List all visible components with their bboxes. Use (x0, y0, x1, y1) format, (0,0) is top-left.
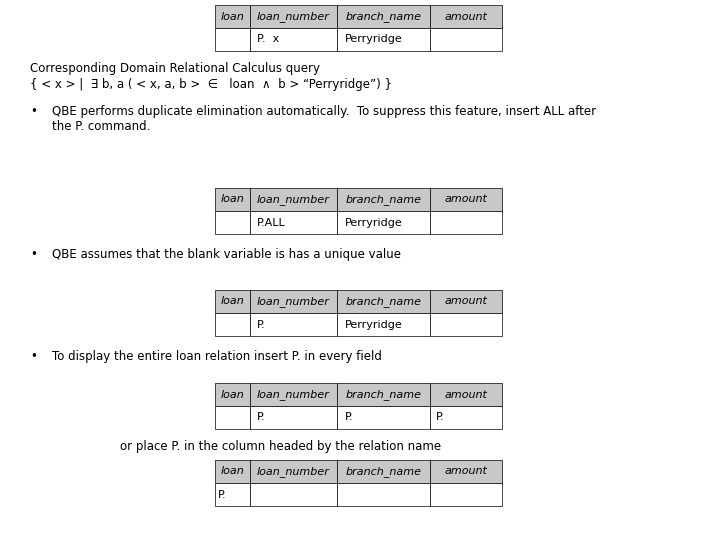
Text: P.: P. (436, 413, 444, 422)
Text: amount: amount (444, 389, 487, 400)
Text: loan: loan (220, 467, 244, 476)
Text: Perryridge: Perryridge (344, 35, 402, 44)
Bar (430, 28, 502, 51)
Bar (430, 211, 502, 234)
Text: amount: amount (444, 296, 487, 307)
Bar (337, 483, 430, 506)
Bar (250, 188, 337, 211)
Text: Perryridge: Perryridge (344, 218, 402, 227)
Bar (250, 211, 337, 234)
Text: branch_name: branch_name (346, 296, 421, 307)
Text: branch_name: branch_name (346, 194, 421, 205)
Text: Corresponding Domain Relational Calculus query: Corresponding Domain Relational Calculus… (30, 62, 320, 75)
Bar (250, 406, 337, 429)
Text: •: • (30, 105, 37, 118)
Text: branch_name: branch_name (346, 466, 421, 477)
Bar (215, 460, 250, 483)
Bar (250, 290, 337, 313)
Bar (215, 188, 250, 211)
Bar (430, 5, 502, 28)
Text: branch_name: branch_name (346, 389, 421, 400)
Bar (215, 313, 250, 336)
Bar (337, 28, 430, 51)
Text: •: • (30, 350, 37, 363)
Bar (337, 460, 430, 483)
Bar (215, 290, 250, 313)
Text: or place P. in the column headed by the relation name: or place P. in the column headed by the … (120, 440, 441, 453)
Bar (337, 313, 430, 336)
Text: loan: loan (220, 194, 244, 205)
Bar (250, 460, 337, 483)
Bar (430, 406, 502, 429)
Bar (430, 188, 502, 211)
Bar (215, 28, 250, 51)
Bar (250, 5, 337, 28)
Bar (337, 406, 430, 429)
Text: P.: P. (344, 413, 353, 422)
Text: { < x > |  ∃ b, a ( < x, a, b >  ∈   loan  ∧  b > “Perryridge”) }: { < x > | ∃ b, a ( < x, a, b > ∈ loan ∧ … (30, 78, 392, 91)
Text: P.ALL: P.ALL (257, 218, 286, 227)
Bar (215, 483, 250, 506)
Bar (250, 483, 337, 506)
Text: To display the entire loan relation insert P. in every field: To display the entire loan relation inse… (52, 350, 382, 363)
Bar (337, 188, 430, 211)
Text: amount: amount (444, 11, 487, 22)
Bar (337, 290, 430, 313)
Bar (215, 406, 250, 429)
Text: loan: loan (220, 11, 244, 22)
Text: amount: amount (444, 194, 487, 205)
Text: loan_number: loan_number (257, 466, 330, 477)
Bar (430, 483, 502, 506)
Bar (430, 290, 502, 313)
Text: branch_name: branch_name (346, 11, 421, 22)
Text: QBE performs duplicate elimination automatically.  To suppress this feature, ins: QBE performs duplicate elimination autom… (52, 105, 596, 118)
Text: P.: P. (257, 413, 266, 422)
Text: loan_number: loan_number (257, 194, 330, 205)
Text: P.: P. (257, 320, 266, 329)
Text: P.  x: P. x (257, 35, 279, 44)
Bar (215, 383, 250, 406)
Text: loan_number: loan_number (257, 389, 330, 400)
Bar (250, 313, 337, 336)
Text: Perryridge: Perryridge (344, 320, 402, 329)
Bar (337, 383, 430, 406)
Bar (430, 383, 502, 406)
Text: •: • (30, 248, 37, 261)
Text: loan_number: loan_number (257, 296, 330, 307)
Bar (215, 5, 250, 28)
Bar (250, 383, 337, 406)
Bar (337, 211, 430, 234)
Bar (250, 28, 337, 51)
Bar (215, 211, 250, 234)
Bar (430, 313, 502, 336)
Text: the P. command.: the P. command. (52, 120, 150, 133)
Text: loan_number: loan_number (257, 11, 330, 22)
Text: amount: amount (444, 467, 487, 476)
Bar (337, 5, 430, 28)
Text: P.: P. (218, 489, 226, 500)
Text: QBE assumes that the blank variable is has a unique value: QBE assumes that the blank variable is h… (52, 248, 401, 261)
Text: loan: loan (220, 389, 244, 400)
Bar (430, 460, 502, 483)
Text: loan: loan (220, 296, 244, 307)
